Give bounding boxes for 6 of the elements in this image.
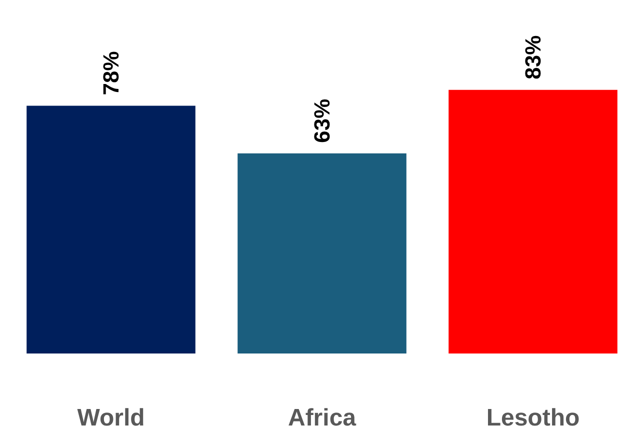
x-tick-label: Africa xyxy=(288,404,357,432)
data-label: 78% xyxy=(98,51,124,96)
data-label: 83% xyxy=(520,35,546,80)
x-tick-label: Lesotho xyxy=(486,404,580,432)
x-tick-label: World xyxy=(77,404,145,432)
data-label: 63% xyxy=(310,98,334,143)
